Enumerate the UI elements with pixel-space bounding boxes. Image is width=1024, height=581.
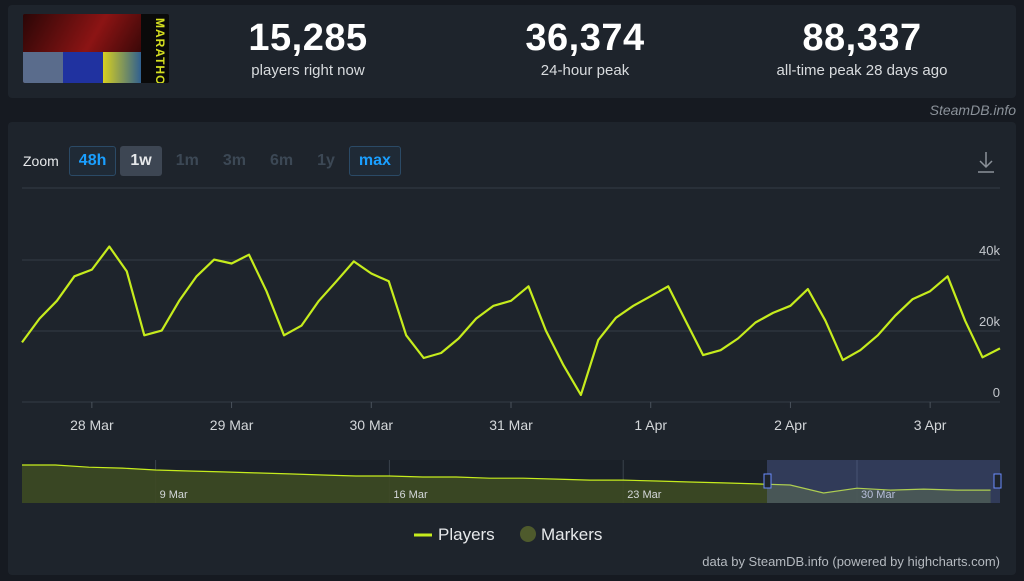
series-line — [21, 245, 1001, 396]
navigator-mask[interactable] — [767, 460, 1000, 503]
zoom-label: Zoom — [23, 153, 59, 169]
legend-label[interactable]: Markers — [541, 525, 602, 544]
stat-label: all-time peak 28 days ago — [776, 62, 948, 79]
zoom-button[interactable]: 1w — [120, 146, 162, 176]
y-tick-label: 20k — [979, 314, 1000, 329]
navigator-label: 9 Mar — [160, 489, 188, 501]
x-tick-label: 3 Apr — [914, 417, 947, 433]
zoom-button[interactable]: 48h — [68, 146, 117, 176]
navigator-line — [22, 464, 991, 494]
navigator-label: 16 Mar — [393, 489, 428, 501]
download-icon[interactable] — [978, 152, 994, 173]
navigator-handle[interactable] — [993, 473, 1002, 489]
zoom-button[interactable]: 1m — [175, 152, 199, 169]
navigator-label: 30 Mar — [861, 489, 896, 501]
stat-value: 15,285 — [248, 17, 368, 59]
x-tick-label: 31 Mar — [489, 417, 533, 433]
stat-label: players right now — [251, 62, 365, 79]
stat: 15,285 players right now — [178, 17, 438, 79]
logo-text: MARATHON — [153, 18, 167, 83]
stat-value: 88,337 — [802, 17, 922, 59]
x-tick-label: 30 Mar — [349, 417, 393, 433]
stat: 88,337 all-time peak 28 days ago — [732, 17, 992, 79]
y-tick-label: 40k — [979, 243, 1000, 258]
stats-card: MARATHON 15,285 players right now 36,374 2… — [8, 5, 1016, 98]
x-tick-label: 28 Mar — [70, 417, 114, 433]
legend: Players Markers — [414, 525, 602, 544]
credit[interactable]: SteamDB.info — [929, 102, 1016, 118]
navigator-label: 23 Mar — [627, 489, 662, 501]
footer-credit[interactable]: data by SteamDB.info (powered by highcha… — [702, 554, 1000, 569]
zoom-button[interactable]: 3m — [222, 152, 246, 169]
x-tick-label: 2 Apr — [774, 417, 807, 433]
stat-value: 36,374 — [525, 17, 645, 59]
stat: 36,374 24-hour peak — [455, 17, 715, 79]
y-tick-label: 0 — [993, 385, 1000, 400]
navigator-handle[interactable] — [763, 473, 772, 489]
x-tick-label: 1 Apr — [634, 417, 667, 433]
legend-marker — [520, 526, 536, 542]
stat-label: 24-hour peak — [540, 62, 630, 79]
zoom-button[interactable]: 1y — [317, 152, 335, 169]
game-logo: MARATHON — [23, 14, 169, 83]
zoom-button[interactable]: max — [348, 146, 401, 176]
zoom-button[interactable]: 6m — [269, 152, 294, 169]
x-tick-label: 29 Mar — [210, 417, 254, 433]
zoom-bar: Zoom 48h 1w 1m 3m 6m 1y max — [23, 146, 401, 176]
legend-label[interactable]: Players — [438, 525, 495, 544]
navigator-area — [22, 465, 991, 503]
